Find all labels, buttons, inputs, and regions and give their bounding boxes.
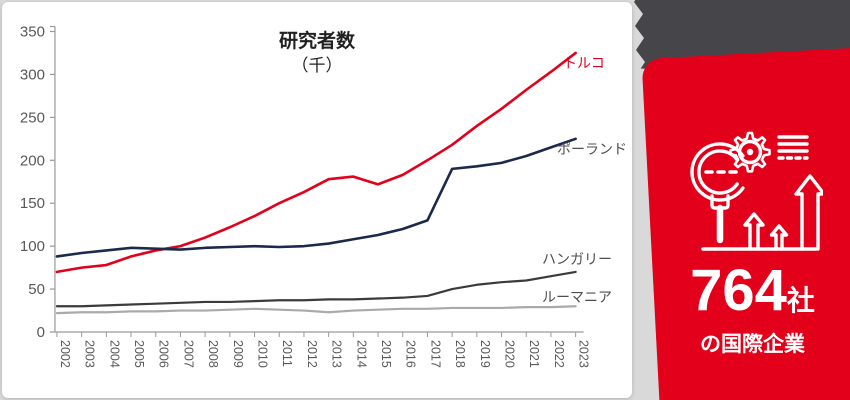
svg-text:2021: 2021: [527, 340, 541, 368]
svg-text:100: 100: [20, 238, 45, 255]
svg-text:350: 350: [20, 24, 45, 41]
svg-text:2016: 2016: [404, 340, 418, 368]
svg-text:2005: 2005: [132, 340, 146, 368]
svg-text:ポーランド: ポーランド: [557, 141, 627, 157]
svg-text:200: 200: [20, 152, 45, 169]
svg-text:50: 50: [28, 281, 45, 298]
svg-text:2015: 2015: [379, 340, 393, 368]
svg-text:2013: 2013: [330, 340, 344, 368]
svg-text:2022: 2022: [552, 340, 566, 368]
svg-text:150: 150: [20, 195, 45, 212]
svg-text:2007: 2007: [181, 340, 195, 368]
svg-text:2020: 2020: [503, 340, 517, 368]
svg-text:2019: 2019: [478, 340, 492, 368]
svg-text:300: 300: [20, 66, 45, 83]
svg-text:2002: 2002: [58, 340, 72, 368]
svg-text:2003: 2003: [83, 340, 97, 368]
svg-text:2008: 2008: [206, 340, 220, 368]
svg-text:2010: 2010: [256, 340, 270, 368]
svg-text:トルコ: トルコ: [563, 55, 605, 71]
svg-text:2014: 2014: [354, 340, 368, 368]
svg-text:2012: 2012: [305, 340, 319, 368]
svg-text:2006: 2006: [157, 340, 171, 368]
svg-text:2017: 2017: [428, 340, 442, 368]
svg-text:ルーマニア: ルーマニア: [542, 289, 612, 305]
svg-text:2018: 2018: [453, 340, 467, 368]
svg-text:2023: 2023: [577, 340, 591, 368]
svg-text:2004: 2004: [107, 340, 121, 368]
svg-text:0: 0: [37, 324, 45, 341]
svg-text:ハンガリー: ハンガリー: [542, 251, 612, 267]
svg-text:250: 250: [20, 109, 45, 126]
svg-text:2011: 2011: [280, 340, 294, 367]
svg-text:2009: 2009: [231, 340, 245, 368]
